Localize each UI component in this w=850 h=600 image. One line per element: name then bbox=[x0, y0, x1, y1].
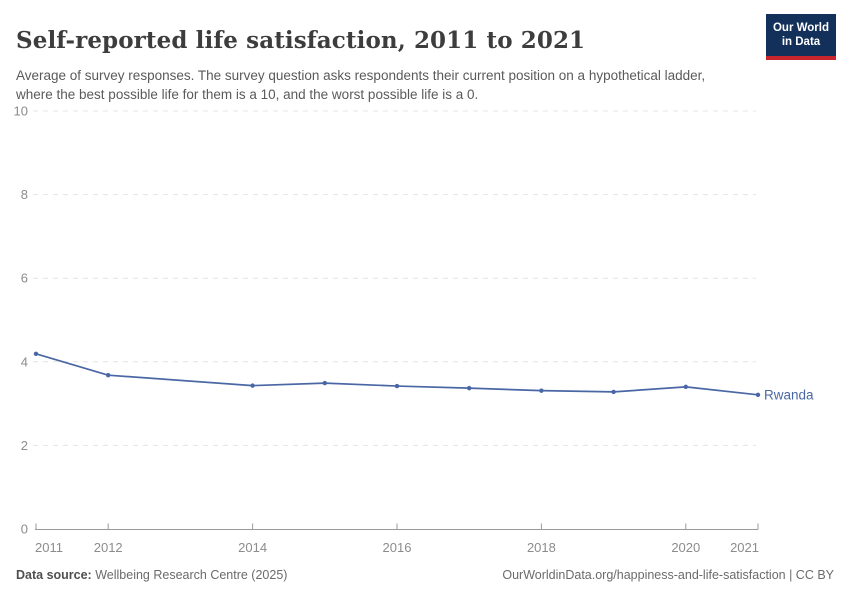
page-title: Self-reported life satisfaction, 2011 to… bbox=[16, 27, 586, 55]
data-point-2011[interactable] bbox=[33, 351, 39, 357]
data-point-2012[interactable] bbox=[106, 372, 111, 378]
data-source-value: Wellbeing Research Centre (2025) bbox=[91, 568, 288, 582]
owid-logo-line2: in Data bbox=[781, 36, 821, 49]
y-axis-tick-label: 8 bbox=[21, 187, 28, 202]
y-axis-tick-label: 0 bbox=[21, 522, 28, 537]
y-axis-tick-label: 10 bbox=[14, 104, 28, 119]
series-line-rwanda[interactable] bbox=[35, 353, 759, 396]
data-point-2019[interactable] bbox=[611, 389, 616, 395]
data-point-2018[interactable] bbox=[539, 388, 544, 393]
x-axis-tick-label: 2014 bbox=[238, 540, 267, 555]
chart-footer: Data source: Wellbeing Research Centre (… bbox=[16, 568, 834, 582]
data-source-label: Data source: bbox=[16, 568, 92, 582]
data-point-2015[interactable] bbox=[322, 380, 327, 386]
data-point-2021[interactable] bbox=[755, 392, 761, 398]
y-axis-tick-label: 6 bbox=[21, 271, 28, 286]
x-axis-tick-label: 2011 bbox=[35, 540, 63, 555]
x-axis-tick-label: 2018 bbox=[527, 540, 556, 555]
credit-link[interactable]: OurWorldinData.org/happiness-and-life-sa… bbox=[502, 568, 834, 582]
chart-subtitle: Average of survey responses. The survey … bbox=[16, 67, 706, 103]
data-point-2020[interactable] bbox=[683, 384, 688, 390]
x-axis-tick-label: 2016 bbox=[383, 540, 412, 555]
x-axis-tick-label: 2012 bbox=[94, 540, 123, 555]
data-point-2014[interactable] bbox=[250, 383, 255, 388]
owid-logo-line1: Our World bbox=[772, 22, 829, 34]
owid-logo: Our World in Data bbox=[766, 14, 836, 60]
x-axis-tick-label: 2020 bbox=[671, 540, 700, 555]
data-point-2017[interactable] bbox=[467, 385, 472, 391]
data-source-text: Data source: Wellbeing Research Centre (… bbox=[16, 568, 287, 582]
x-axis-tick-label: 2021 bbox=[730, 540, 759, 555]
y-axis-tick-label: 2 bbox=[21, 438, 28, 453]
series-end-label: Rwanda bbox=[764, 387, 814, 402]
y-axis-tick-label: 4 bbox=[21, 354, 28, 369]
chart-svg[interactable]: 0 2 4 6 8 10 2011 2012 2014 2016 2018 2020 2021 Rwand… bbox=[0, 100, 850, 560]
data-point-2016[interactable] bbox=[394, 383, 400, 389]
